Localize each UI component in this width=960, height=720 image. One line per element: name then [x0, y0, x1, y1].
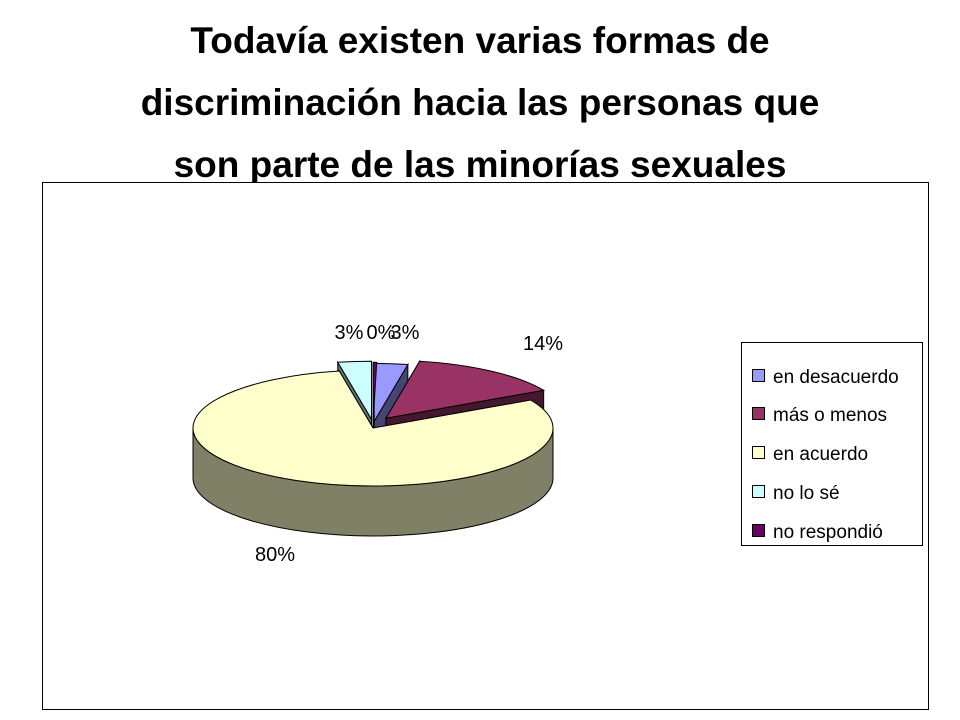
- page-title: Todavía existen varias formas de discrim…: [0, 10, 960, 196]
- legend-item-no-respondio: no respondió: [752, 518, 883, 548]
- title-line-2: discriminación hacia las personas que: [140, 82, 820, 123]
- legend-label-en-acuerdo: en acuerdo: [773, 444, 869, 465]
- legend-item-en-acuerdo: en acuerdo: [752, 440, 868, 470]
- legend-swatch-en-desacuerdo: [752, 369, 765, 383]
- pie-slice-3: [336, 360, 372, 422]
- legend-item-mas-o-menos: más o menos: [752, 401, 887, 431]
- legend-label-no-lo-se: no lo sé: [773, 483, 840, 504]
- pie-slice-4: [372, 361, 378, 421]
- legend-swatch-en-acuerdo: [752, 446, 765, 460]
- legend-label-en-desacuerdo: en desacuerdo: [773, 367, 899, 388]
- legend-swatch-mas-o-menos: [752, 407, 765, 421]
- slice-label-2: 80%: [255, 544, 295, 566]
- pie-chart: 3% 14% 80% 3% 0%: [192, 322, 563, 566]
- legend-item-en-desacuerdo: en desacuerdo: [752, 363, 899, 393]
- pie-slice-2: [192, 370, 554, 487]
- slice-label-0: 3%: [391, 322, 420, 344]
- slice-label-3: 3%: [335, 322, 364, 344]
- legend-item-no-lo-se: no lo sé: [752, 479, 840, 509]
- title-line-1: Todavía existen varias formas de: [190, 20, 770, 61]
- title-line-3: son parte de las minorías sexuales: [173, 144, 787, 185]
- chart-area: 3% 14% 80% 3% 0% en desacuerdo más o menos e…: [42, 182, 929, 710]
- legend-swatch-no-respondio: [752, 524, 765, 538]
- legend: en desacuerdo más o menos en acuerdo no …: [741, 342, 923, 546]
- slice-label-4: 0%: [367, 322, 396, 344]
- slice-label-1: 14%: [523, 333, 563, 355]
- pie-slice-1: [384, 360, 546, 419]
- legend-label-no-respondio: no respondió: [773, 522, 883, 543]
- legend-swatch-no-lo-se: [752, 485, 765, 499]
- legend-label-mas-o-menos: más o menos: [773, 405, 888, 426]
